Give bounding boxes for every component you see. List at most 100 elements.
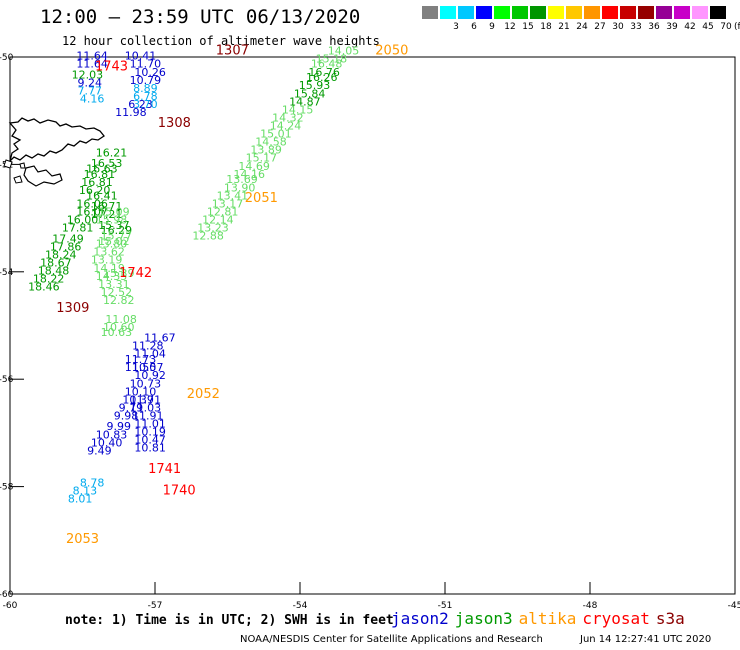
wave-height-label: 11.98 bbox=[115, 106, 147, 119]
plot-frame bbox=[9, 56, 736, 595]
wave-height-label: 13.17 bbox=[212, 197, 244, 210]
color-scale-label: 45 bbox=[702, 22, 714, 32]
wave-height-label: 16.71 bbox=[91, 200, 123, 213]
wave-height-label: 6.78 bbox=[133, 90, 158, 103]
color-swatch bbox=[548, 6, 564, 19]
wave-height-label: 10.41 bbox=[125, 50, 157, 63]
wave-height-label: 13.19 bbox=[91, 254, 123, 267]
footnote: note: 1) Time is in UTC; 2) SWH is in fe… bbox=[65, 613, 394, 628]
wave-height-label: 11.03 bbox=[130, 401, 162, 414]
wave-height-label: 14.05 bbox=[328, 44, 360, 57]
wave-height-label: 12.03 bbox=[72, 68, 104, 81]
wave-height-label: 13.62 bbox=[93, 246, 125, 259]
wave-height-label: 15.17 bbox=[246, 152, 278, 165]
color-scale-unit: (ft) bbox=[734, 22, 740, 32]
wave-height-label: 6.23 bbox=[128, 98, 153, 111]
wave-height-label: 10.10 bbox=[125, 385, 157, 398]
wave-height-label: 16.29 bbox=[101, 224, 133, 237]
wave-height-label: 12.14 bbox=[202, 213, 234, 226]
wave-height-label: 10.39 bbox=[122, 393, 154, 406]
color-scale-label: 24 bbox=[576, 22, 588, 32]
wave-height-label: 13.69 bbox=[226, 173, 258, 186]
wave-height-label: 14.58 bbox=[255, 136, 287, 149]
wave-height-label: 15.39 bbox=[103, 267, 135, 280]
lon-tick-label: -48 bbox=[583, 601, 598, 611]
wave-height-label: 13.89 bbox=[250, 144, 282, 157]
wave-height-label: 4.16 bbox=[80, 93, 105, 106]
wave-height-label: 9.79 bbox=[119, 401, 144, 414]
wave-height-label: 15.18 bbox=[316, 52, 348, 65]
wave-height-label: 11.08 bbox=[105, 313, 137, 326]
wave-height-label: 17.86 bbox=[50, 240, 82, 253]
color-scale-label: 36 bbox=[648, 22, 660, 32]
pass-id-label: 1743 bbox=[95, 59, 128, 74]
wave-height-label: 15.02 bbox=[98, 235, 130, 248]
wave-height-label: 13.90 bbox=[224, 181, 256, 194]
lon-tick-label: -60 bbox=[3, 601, 18, 611]
color-swatch bbox=[422, 6, 438, 19]
color-scale-label: 30 bbox=[612, 22, 624, 32]
wave-height-label: 14.15 bbox=[282, 103, 314, 116]
wave-height-label: 11.64 bbox=[76, 50, 108, 63]
wave-height-label: 15.37 bbox=[98, 219, 130, 232]
lat-tick-label: -58 bbox=[0, 483, 14, 493]
color-scale-label: 15 bbox=[522, 22, 534, 32]
wave-height-label: 15.93 bbox=[299, 79, 331, 92]
wave-height-label: 9.98 bbox=[114, 409, 139, 422]
color-swatch bbox=[638, 6, 654, 19]
lat-tick-label: -50 bbox=[0, 53, 14, 63]
lon-tick-label: -54 bbox=[293, 601, 308, 611]
pass-id-label: 1309 bbox=[56, 301, 89, 316]
credit-line: NOAA/NESDIS Center for Satellite Applica… bbox=[240, 634, 543, 645]
wave-height-label: 10.60 bbox=[103, 321, 135, 334]
wave-height-label: 8.89 bbox=[133, 82, 158, 95]
wave-height-label: 11.50 bbox=[125, 361, 157, 374]
wave-height-label: 15.84 bbox=[294, 87, 326, 100]
wave-height-label: 8.01 bbox=[68, 493, 93, 506]
color-swatch bbox=[458, 6, 474, 19]
wave-height-label: 15.09 bbox=[98, 205, 130, 218]
color-scale-label: 9 bbox=[489, 22, 495, 32]
pass-id-label: 2050 bbox=[375, 43, 408, 58]
wave-height-label: 14.32 bbox=[272, 111, 304, 124]
pass-id-label: 1742 bbox=[119, 266, 152, 281]
lat-tick-label: -54 bbox=[0, 268, 14, 278]
pass-id-label: 1740 bbox=[163, 484, 196, 499]
color-scale-label: 6 bbox=[471, 22, 477, 32]
wave-height-label: 18.67 bbox=[40, 256, 72, 269]
wave-height-label: 13.41 bbox=[217, 189, 249, 202]
page-subtitle: 12 hour collection of altimeter wave hei… bbox=[62, 34, 380, 48]
wave-height-label: 14.87 bbox=[289, 95, 321, 108]
color-scale-label: 12 bbox=[504, 22, 516, 32]
color-scale-label: 70 bbox=[720, 22, 732, 32]
wave-height-label: 12.52 bbox=[101, 286, 133, 299]
pass-id-label: 1307 bbox=[216, 43, 249, 58]
wave-height-label: 13.31 bbox=[98, 278, 130, 291]
wave-height-label: 11.91 bbox=[132, 409, 164, 422]
wave-height-label: 15.01 bbox=[260, 128, 292, 141]
pass-id-label: 2051 bbox=[245, 191, 278, 206]
color-scale-label: 3 bbox=[453, 22, 459, 32]
wave-height-label: 10.81 bbox=[134, 442, 166, 455]
wave-height-label: 16.81 bbox=[81, 176, 113, 189]
page-title: 12:00 – 23:59 UTC 06/13/2020 bbox=[40, 6, 361, 28]
wave-height-label: 16.20 bbox=[79, 184, 111, 197]
wave-height-label: 16.26 bbox=[306, 71, 338, 84]
lat-tick-label: -60 bbox=[0, 590, 14, 600]
wave-height-label: 11.73 bbox=[125, 353, 157, 366]
wave-height-label: 16.07 bbox=[76, 205, 108, 218]
wave-height-label: 11.28 bbox=[132, 340, 164, 353]
legend-item-jason3: jason3 bbox=[454, 609, 513, 628]
color-swatch bbox=[494, 6, 510, 19]
color-scale-label: 21 bbox=[558, 22, 570, 32]
wave-height-label: 7.77 bbox=[78, 85, 103, 98]
wave-height-label: 14.35 bbox=[96, 270, 128, 283]
color-swatch bbox=[656, 6, 672, 19]
wave-height-label: 11.01 bbox=[134, 418, 166, 431]
falkland-islands-coastline bbox=[3, 117, 105, 187]
legend-item-jason2: jason2 bbox=[391, 609, 449, 628]
color-swatch bbox=[530, 6, 546, 19]
wave-height-label: 10.63 bbox=[101, 326, 133, 339]
wave-height-label: 18.22 bbox=[33, 273, 65, 286]
